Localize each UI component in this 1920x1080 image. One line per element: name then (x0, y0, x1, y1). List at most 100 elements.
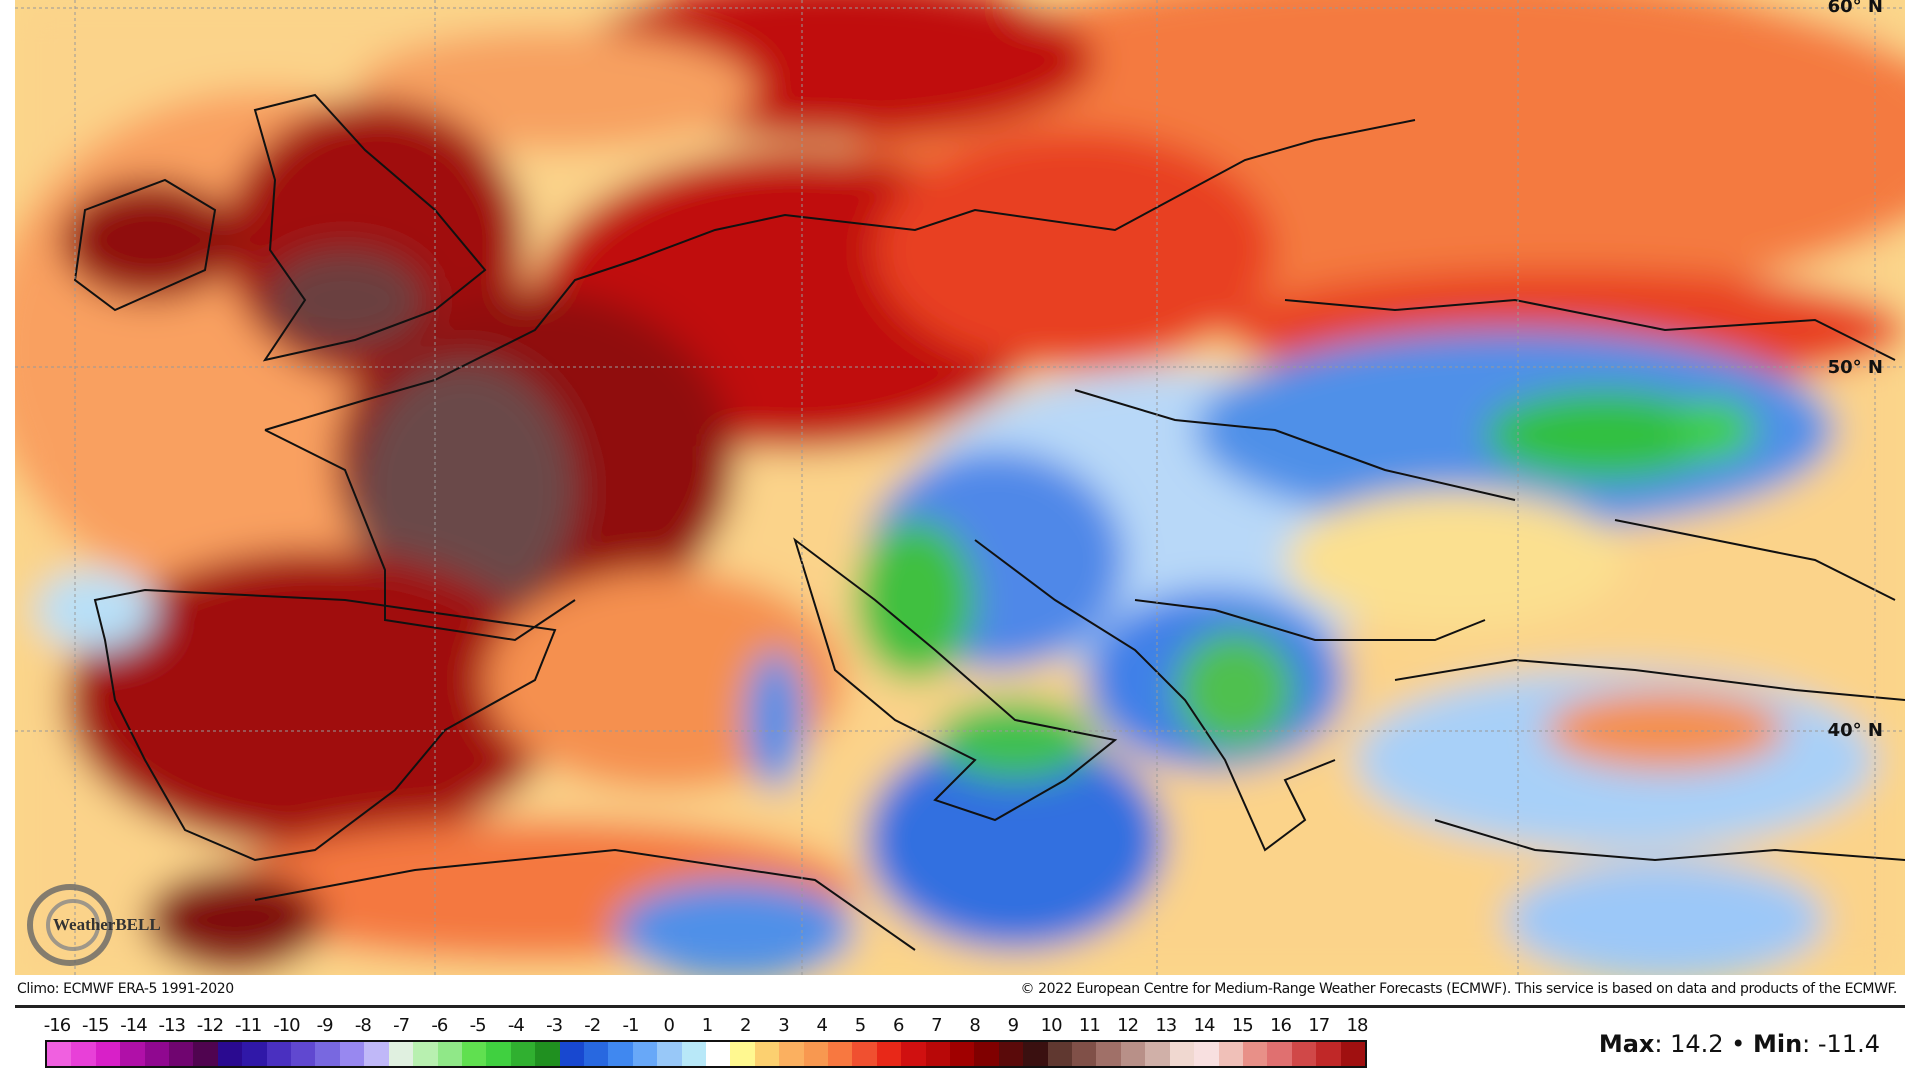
legend-tick: -2 (584, 1015, 601, 1036)
legend-tick: 15 (1231, 1015, 1254, 1036)
lat-label-40n: 40° N (1827, 720, 1883, 741)
legend-swatch (535, 1042, 560, 1066)
legend-tick: 2 (740, 1015, 751, 1036)
legend-swatch (705, 1042, 731, 1066)
anomaly-field (15, 0, 1905, 975)
legend-tick: -12 (196, 1015, 224, 1036)
legend-swatch (1072, 1042, 1097, 1066)
legend-swatch (828, 1042, 853, 1066)
color-legend (45, 1040, 1367, 1068)
min-value: -11.4 (1817, 1030, 1880, 1058)
legend-tick: -6 (431, 1015, 448, 1036)
legend-swatch (266, 1042, 292, 1066)
legend-tick: 17 (1308, 1015, 1330, 1036)
legend-swatch (583, 1042, 609, 1066)
legend-swatch (364, 1042, 389, 1066)
legend-swatch (486, 1042, 511, 1066)
legend-swatch (1218, 1042, 1243, 1066)
climatology-note: Climo: ECMWF ERA-5 1991-2020 (17, 981, 234, 997)
legend-swatch (1169, 1042, 1195, 1066)
legend-tick-labels: -16 -15 -14 -13 -12 -11 -10 -9 -8 -7 -6 -5 -4 -3 -2 -1 0… (43, 1015, 1369, 1037)
legend-swatch (1047, 1042, 1073, 1066)
legend-tick: -8 (354, 1015, 372, 1036)
map-canvas (15, 0, 1905, 975)
legend-tick: -7 (393, 1015, 410, 1036)
legend-swatch (388, 1042, 414, 1066)
legend-swatch (779, 1042, 804, 1066)
legend-tick: -16 (43, 1015, 71, 1036)
legend-swatch (437, 1042, 462, 1066)
max-value: 14.2 (1670, 1030, 1724, 1058)
legend-swatch (217, 1042, 243, 1066)
legend-swatch (71, 1042, 96, 1066)
legend-swatch (95, 1042, 121, 1066)
divider (15, 1005, 1905, 1008)
legend-swatch (169, 1042, 194, 1066)
legend-tick: -10 (273, 1015, 300, 1036)
legend-swatch (852, 1042, 877, 1066)
legend-swatch (510, 1042, 536, 1066)
legend-tick: 0 (663, 1015, 675, 1036)
legend-tick: 11 (1078, 1015, 1101, 1036)
legend-swatch (1242, 1042, 1268, 1066)
legend-swatch (998, 1042, 1024, 1066)
map-footer: Climo: ECMWF ERA-5 1991-2020 © 2022 Euro… (15, 977, 1905, 1005)
legend-swatch (1340, 1042, 1365, 1066)
legend-swatch (47, 1042, 72, 1066)
legend-tick: -1 (622, 1015, 640, 1036)
legend-swatch (632, 1042, 658, 1066)
legend-swatch (461, 1042, 487, 1066)
legend-tick: -5 (469, 1015, 487, 1036)
legend-swatch (754, 1042, 780, 1066)
legend-tick: 8 (969, 1015, 980, 1036)
legend-swatch (974, 1042, 999, 1066)
legend-tick: -13 (158, 1015, 186, 1036)
legend-swatch (1194, 1042, 1219, 1066)
legend-swatch (950, 1042, 975, 1066)
legend-swatch (315, 1042, 340, 1066)
legend-swatch (730, 1042, 755, 1066)
legend-tick: -11 (234, 1015, 262, 1036)
legend-tick: 3 (778, 1015, 789, 1036)
legend-tick: 18 (1346, 1015, 1369, 1036)
legend-swatch (339, 1042, 365, 1066)
legend-swatch (144, 1042, 170, 1066)
separator: • (1731, 1030, 1746, 1058)
legend-tick: -9 (316, 1015, 334, 1036)
legend-swatch (242, 1042, 267, 1066)
legend-swatch (925, 1042, 951, 1066)
min-label: Min (1752, 1030, 1803, 1058)
max-min-readout: Max: 14.2 • Min: -11.4 (1598, 1030, 1880, 1058)
legend-swatch (1145, 1042, 1170, 1066)
legend-tick: 12 (1117, 1015, 1139, 1036)
svg-text:WeatherBELL: WeatherBELL (53, 915, 161, 934)
legend-tick: 9 (1007, 1015, 1019, 1036)
lat-label-50n: 50° N (1827, 357, 1883, 378)
legend-swatch (1023, 1042, 1048, 1066)
legend-swatch (657, 1042, 682, 1066)
legend-tick: 1 (701, 1015, 713, 1036)
legend-swatch (413, 1042, 438, 1066)
legend-tick: -15 (82, 1015, 109, 1036)
legend-tick: 10 (1040, 1015, 1063, 1036)
legend-swatch (1316, 1042, 1341, 1066)
max-label: Max (1598, 1030, 1655, 1058)
legend-tick: -14 (120, 1015, 147, 1036)
legend-swatch (803, 1042, 828, 1066)
legend-tick: 6 (892, 1015, 904, 1036)
legend-swatch (1291, 1042, 1317, 1066)
legend-tick: 14 (1193, 1015, 1216, 1036)
legend-swatch (193, 1042, 218, 1066)
legend-tick: 7 (931, 1015, 942, 1036)
legend-swatch (559, 1042, 584, 1066)
legend-swatch (681, 1042, 706, 1066)
copyright-note: © 2022 European Centre for Medium-Range … (1020, 981, 1897, 997)
legend-tick: -3 (546, 1015, 563, 1036)
legend-tick: 13 (1155, 1015, 1177, 1036)
legend-swatch (901, 1042, 926, 1066)
anomaly-map[interactable]: 60° N 50° N 40° N (15, 0, 1905, 975)
legend-tick: 4 (816, 1015, 827, 1036)
legend-tick: 16 (1270, 1015, 1292, 1036)
legend-tick: 5 (854, 1015, 866, 1036)
lat-label-60n: 60° N (1827, 0, 1883, 17)
